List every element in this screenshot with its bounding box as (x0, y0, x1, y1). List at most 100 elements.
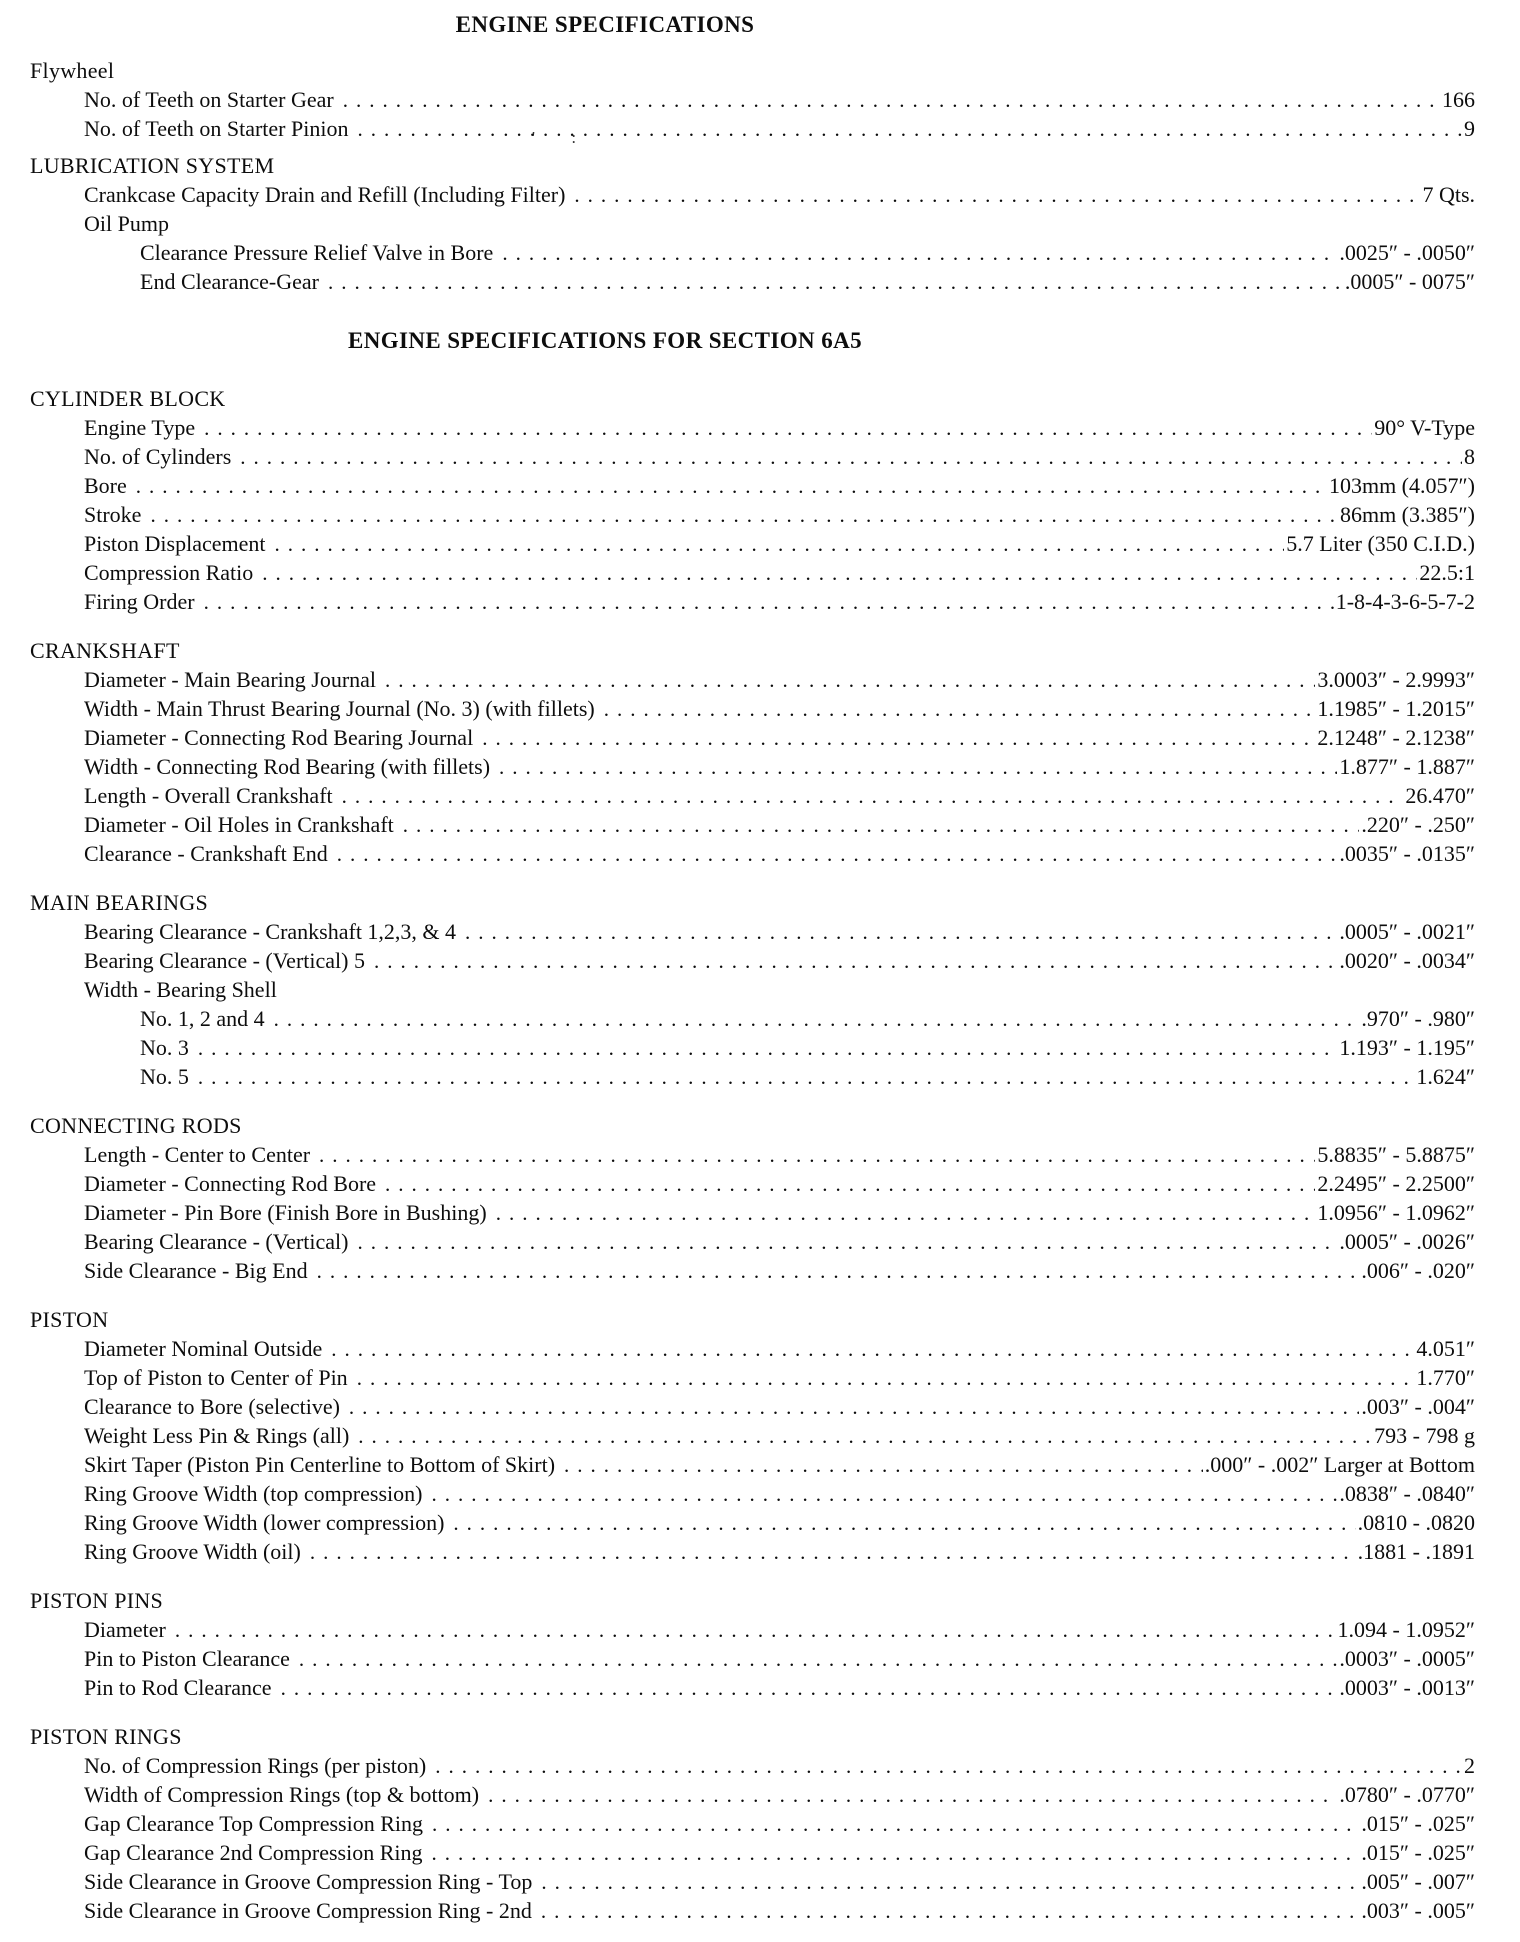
spec-label: Clearance to Bore (selective) (84, 1394, 340, 1419)
section-lubrication-system: LUBRICATION SYSTEM Crankcase Capacity Dr… (30, 151, 1475, 296)
section-heading: CYLINDER BLOCK (30, 386, 226, 411)
spec-value: .0003″ - .0005″ (1339, 1646, 1475, 1671)
spec-row: Width of Compression Rings (top & bottom… (30, 1780, 1475, 1809)
spec-row: Engine Type 90° V-Type (30, 413, 1475, 442)
spec-label: No. 1, 2 and 4 (140, 1006, 265, 1031)
spec-row: Crankcase Capacity Drain and Refill (Inc… (30, 180, 1475, 209)
dot-leader (349, 1392, 1359, 1421)
spec-row: Diameter - Connecting Rod Bore 2.2495″ -… (30, 1169, 1475, 1198)
dot-leader (385, 665, 1315, 694)
section-heading: LUBRICATION SYSTEM (30, 153, 275, 178)
spec-label: Diameter - Oil Holes in Crankshaft (84, 812, 394, 837)
spec-value: .0035″ - .0135″ (1339, 841, 1475, 866)
spec-label: Diameter (84, 1617, 166, 1642)
dot-leader (175, 1615, 1336, 1644)
spec-value: 1-8-4-3-6-5-7-2 (1335, 589, 1475, 614)
dot-leader (328, 267, 1343, 296)
spec-row: Clearance - Crankshaft End .0035″ - .013… (30, 839, 1475, 868)
spec-value: 90° V-Type (1374, 415, 1475, 440)
spec-row: Gap Clearance 2nd Compression Ring .015″… (30, 1838, 1475, 1867)
spec-value: 86mm (3.385″) (1339, 502, 1475, 527)
dot-leader (541, 1867, 1359, 1896)
spec-label: No. 5 (140, 1064, 189, 1089)
section-crankshaft: CRANKSHAFT Diameter - Main Bearing Journ… (30, 636, 1475, 868)
dot-leader (310, 1537, 1356, 1566)
spec-label: Stroke (84, 502, 142, 527)
dot-leader (204, 413, 1372, 442)
spec-label: Diameter - Main Bearing Journal (84, 667, 377, 692)
spec-label: Ring Groove Width (lower compression) (84, 1510, 445, 1535)
spec-value: .0005″ - .0021″ (1339, 919, 1475, 944)
dot-leader (374, 946, 1337, 975)
spec-label: Diameter - Connecting Rod Bearing Journa… (84, 725, 474, 750)
dot-leader (274, 529, 1284, 558)
spec-label: Piston Displacement (84, 531, 266, 556)
spec-label: Skirt Taper (Piston Pin Centerline to Bo… (84, 1452, 556, 1477)
spec-row: Bearing Clearance - Crankshaft 1,2,3, & … (30, 917, 1475, 946)
spec-value: .0838″ - .0840″ (1339, 1481, 1475, 1506)
spec-label: No. of Compression Rings (per piston) (84, 1753, 427, 1778)
spec-label: Width of Compression Rings (top & bottom… (84, 1782, 480, 1807)
spec-label: Side Clearance - Big End (84, 1258, 308, 1283)
section-main-bearings: MAIN BEARINGS Bearing Clearance - Cranks… (30, 888, 1475, 1091)
spec-value: .0780″ - .0770″ (1339, 1782, 1475, 1807)
spec-row: Firing Order 1-8-4-3-6-5-7-2 (30, 587, 1475, 616)
spec-value: 1.624″ (1416, 1064, 1475, 1089)
spec-label: Bore (84, 473, 127, 498)
spec-row: Top of Piston to Center of Pin 1.770″ (30, 1363, 1475, 1392)
dot-leader (574, 180, 1420, 209)
dot-leader (357, 1363, 1415, 1392)
spec-label: End Clearance-Gear (140, 269, 319, 294)
spec-row: Side Clearance in Groove Compression Rin… (30, 1896, 1475, 1925)
dot-leader (604, 694, 1316, 723)
spec-label: Diameter - Pin Bore (Finish Bore in Bush… (84, 1200, 487, 1225)
spec-value: .003″ - .004″ (1361, 1394, 1475, 1419)
section-heading: PISTON (30, 1307, 109, 1332)
spec-value: 166 (1442, 87, 1475, 112)
spec-label: Weight Less Pin & Rings (all) (84, 1423, 350, 1448)
spec-value: 103mm (4.057″) (1328, 473, 1475, 498)
spec-row: Weight Less Pin & Rings (all) 793 - 798 … (30, 1421, 1475, 1450)
spec-row: Width - Connecting Rod Bearing (with fil… (30, 752, 1475, 781)
spec-value: .1881 - .1891 (1357, 1539, 1475, 1564)
dot-leader (343, 85, 1440, 114)
spec-value: .015″ - .025″ (1361, 1840, 1475, 1865)
dot-leader (482, 723, 1315, 752)
spec-label: Top of Piston to Center of Pin (84, 1365, 348, 1390)
spec-value: 2.2495″ - 2.2500″ (1317, 1171, 1475, 1196)
spec-row: Diameter Nominal Outside 4.051″ (30, 1334, 1475, 1363)
spec-label: Clearance Pressure Relief Valve in Bore (140, 240, 494, 265)
spec-row: Width - Main Thrust Bearing Journal (No.… (30, 694, 1475, 723)
dot-leader (431, 1479, 1337, 1508)
dot-leader (499, 752, 1337, 781)
spec-label: Side Clearance in Groove Compression Rin… (84, 1898, 532, 1923)
dot-leader (502, 238, 1337, 267)
spec-value: 1.1985″ - 1.2015″ (1317, 696, 1475, 721)
spec-value: 5.7 Liter (350 C.I.D.) (1286, 531, 1475, 556)
spec-value: 9 (1464, 116, 1475, 141)
spec-label: Side Clearance in Groove Compression Rin… (84, 1869, 533, 1894)
spec-row: Gap Clearance Top Compression Ring .015″… (30, 1809, 1475, 1838)
spec-row: No. of Cylinders 8 (30, 442, 1475, 471)
dot-leader (150, 500, 1338, 529)
dot-leader (342, 781, 1404, 810)
dot-leader (564, 1450, 1203, 1479)
spec-row: No. 5 1.624″ (30, 1062, 1475, 1091)
spec-label: No. 3 (140, 1035, 189, 1060)
dot-leader (274, 1004, 1360, 1033)
spec-label: Clearance - Crankshaft End (84, 841, 328, 866)
dot-leader (403, 810, 1360, 839)
section-cylinder-block: CYLINDER BLOCK Engine Type 90° V-Type No… (30, 384, 1475, 616)
spec-value: 793 - 798 g (1374, 1423, 1475, 1448)
spec-label: Firing Order (84, 589, 195, 614)
spec-label: Compression Ratio (84, 560, 254, 585)
dot-leader (319, 1140, 1315, 1169)
dot-leader (204, 587, 1334, 616)
spec-row: Diameter - Oil Holes in Crankshaft .220″… (30, 810, 1475, 839)
spec-row: Stroke 86mm (3.385″) (30, 500, 1475, 529)
spec-label: Width - Main Thrust Bearing Journal (No.… (84, 696, 595, 721)
spec-label: Crankcase Capacity Drain and Refill (Inc… (84, 182, 566, 207)
spec-value: 1.193″ - 1.195″ (1339, 1035, 1475, 1060)
spec-value: 1.770″ (1416, 1365, 1475, 1390)
spec-row: Diameter - Pin Bore (Finish Bore in Bush… (30, 1198, 1475, 1227)
